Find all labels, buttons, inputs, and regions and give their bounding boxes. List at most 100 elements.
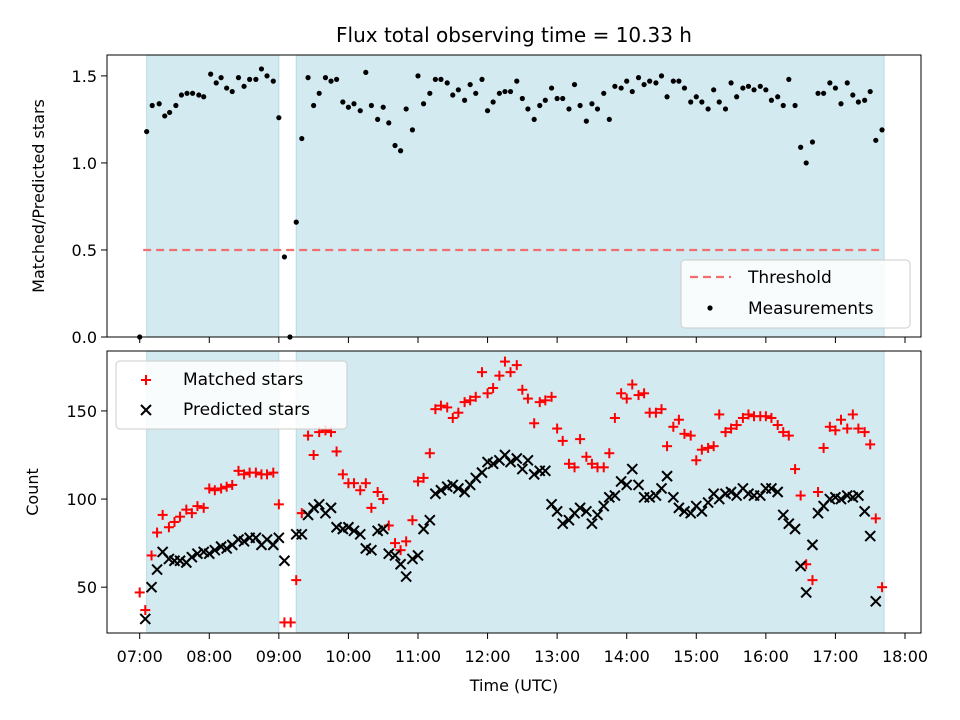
measurement-point xyxy=(734,94,740,100)
matched-star-point xyxy=(743,409,754,420)
measurement-point xyxy=(768,97,775,103)
matched-star-point xyxy=(731,420,742,431)
measurement-point xyxy=(467,81,473,88)
measurement-point xyxy=(258,66,265,72)
measurement-point xyxy=(201,94,207,100)
predicted-star-point xyxy=(650,489,662,502)
matched-star-point xyxy=(186,508,197,519)
predicted-star-point xyxy=(435,484,447,496)
matched-star-point xyxy=(540,395,551,406)
matched-star-point xyxy=(760,411,771,422)
ratio-panel: 0.0 0.5 1.0 1.5 Matched/Predicted stars Thr… xyxy=(29,54,922,347)
measurement-point xyxy=(688,99,694,105)
predicted-star-point xyxy=(325,502,337,514)
measurement-point xyxy=(560,95,566,102)
matched-star-point xyxy=(209,485,220,496)
measurement-point xyxy=(189,90,196,96)
predicted-star-point xyxy=(754,489,766,502)
predicted-star-point xyxy=(424,514,436,526)
predicted-star-point xyxy=(551,505,563,518)
predicted-star-point xyxy=(621,479,633,491)
matched-star-point xyxy=(505,367,516,378)
measurement-point xyxy=(213,80,219,86)
matched-star-point xyxy=(233,465,244,476)
measurement-points xyxy=(137,66,885,340)
x-tick-label: 18:00 xyxy=(882,647,928,666)
legend-matched-swatch xyxy=(141,375,151,385)
ratio-y-ticks: 0.0 0.5 1.0 1.5 xyxy=(72,67,107,347)
measurement-point xyxy=(196,92,202,98)
measurement-point xyxy=(415,73,421,79)
predicted-star-point xyxy=(765,482,778,495)
measurement-point xyxy=(601,90,607,96)
matched-star-point xyxy=(395,545,406,556)
matched-star-point xyxy=(616,388,627,399)
matched-star-point xyxy=(847,409,858,420)
predicted-star-point xyxy=(377,523,389,535)
predicted-star-point xyxy=(789,523,801,535)
measurement-point xyxy=(264,73,270,79)
x-tick-label: 13:00 xyxy=(534,647,580,666)
measurement-point xyxy=(850,92,856,98)
measurement-point xyxy=(386,120,392,126)
measurement-point xyxy=(820,90,827,96)
matched-star-point xyxy=(598,462,609,473)
matched-star-point xyxy=(157,509,168,520)
matched-star-point xyxy=(418,472,429,483)
measurement-point xyxy=(184,90,190,96)
matched-star-point xyxy=(790,464,801,475)
measurement-point xyxy=(815,90,821,96)
predicted-star-point xyxy=(685,507,697,519)
predicted-star-point xyxy=(725,486,737,498)
measurement-point xyxy=(484,108,491,114)
predicted-star-point xyxy=(389,549,401,562)
matched-star-point xyxy=(563,458,574,469)
measurement-point xyxy=(397,148,404,154)
measurement-point xyxy=(867,88,873,95)
measurement-point xyxy=(351,101,357,107)
count-y-tick-label: 150 xyxy=(66,402,97,421)
measurement-point xyxy=(375,116,381,123)
measurement-point xyxy=(618,85,624,91)
ratio-legend: Threshold Measurements xyxy=(680,259,911,329)
matched-star-point xyxy=(870,513,881,524)
count-legend: Matched stars Predicted stars xyxy=(115,360,348,430)
measurement-point xyxy=(635,75,642,81)
predicted-star-point xyxy=(307,502,320,514)
matched-star-point xyxy=(662,441,673,452)
matched-star-point xyxy=(262,469,273,480)
predicted-star-point xyxy=(209,544,221,556)
measurement-point xyxy=(444,80,450,86)
matched-star-point xyxy=(668,421,679,432)
measurement-point xyxy=(276,115,282,121)
matched-star-point xyxy=(696,444,707,455)
predicted-star-point xyxy=(250,532,262,544)
matched-star-point xyxy=(586,458,597,469)
legend-predicted-label: Predicted stars xyxy=(183,400,310,420)
matched-star-point xyxy=(807,575,818,586)
predicted-star-point xyxy=(574,502,586,514)
x-tick-label: 14:00 xyxy=(604,647,650,666)
predicted-star-point xyxy=(591,509,604,521)
matched-star-point xyxy=(453,407,464,418)
predicted-star-point xyxy=(186,551,198,563)
matched-star-point xyxy=(216,483,227,494)
matched-star-point xyxy=(685,430,696,441)
predicted-star-point xyxy=(598,500,610,512)
matched-star-point xyxy=(766,412,777,423)
measurement-point xyxy=(208,71,214,77)
measurement-point xyxy=(507,88,514,95)
legend-measurements-swatch xyxy=(707,305,713,311)
predicted-star-point xyxy=(522,454,534,466)
measurement-point xyxy=(432,76,438,82)
matched-star-point xyxy=(175,511,186,522)
measurement-point xyxy=(798,144,804,150)
measurement-point xyxy=(345,104,352,110)
measurement-point xyxy=(803,160,809,166)
predicted-star-point xyxy=(626,463,638,475)
matched-star-point xyxy=(163,522,174,533)
measurement-point xyxy=(647,78,653,84)
measurement-point xyxy=(873,137,879,143)
measurement-point xyxy=(322,75,329,81)
predicted-star-point xyxy=(609,489,621,502)
